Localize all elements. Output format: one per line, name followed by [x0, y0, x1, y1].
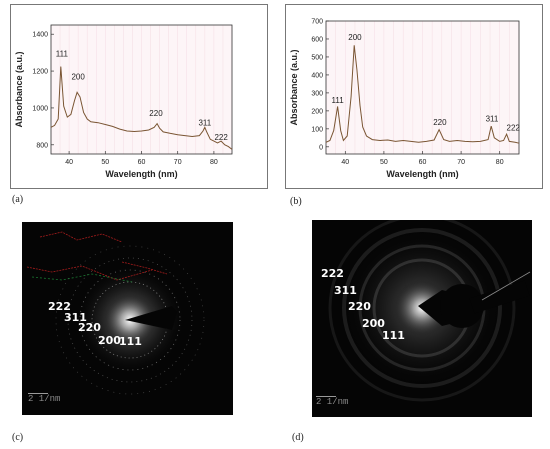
chart-b-frame: 40 50 60 70 80 0 100 200 300 400 500 600 700 111 200 22…: [285, 4, 543, 189]
chart-a-xlabel: Wavelength (nm): [105, 169, 177, 179]
chart-b-series-line: [325, 45, 520, 144]
chart-b-xlabel: Wavelength (nm): [386, 169, 458, 179]
saed-c-label-200: 200: [98, 334, 121, 347]
chart-b-peak-label: 311: [486, 115, 499, 124]
saed-d-label-111: 111: [382, 329, 405, 342]
chart-b-ytick-label: 700: [311, 19, 323, 26]
chart-a-xtick-label: 40: [65, 159, 73, 166]
chart-b-xtick-label: 60: [419, 159, 427, 166]
saed-d-label-200: 200: [362, 317, 385, 330]
panel-letter-b: (b): [290, 196, 302, 207]
saed-pattern-c: 222 311 220 200 111 2 1/nm: [22, 222, 233, 415]
chart-b-ytick-label: 300: [311, 90, 323, 97]
chart-a-peak-label: 311: [198, 118, 211, 127]
chart-a-frame: 40 50 60 70 80 800 1000 1200 1400 111 200 220 311 222…: [10, 4, 268, 189]
chart-a-ytick-label: 1200: [32, 69, 48, 76]
chart-b-ytick-label: 0: [319, 144, 323, 151]
saed-d-label-222: 222: [321, 267, 344, 280]
chart-a-peak-label: 220: [149, 109, 163, 118]
saed-d-graphic: [328, 220, 531, 402]
panel-letter-a: (a): [12, 194, 24, 205]
chart-a-ytick-label: 1400: [32, 32, 48, 39]
chart-a: 40 50 60 70 80 800 1000 1200 1400 111 200 220 311222…: [14, 24, 233, 179]
chart-b-peak-label: 220: [433, 118, 447, 127]
saed-d-label-220: 220: [348, 300, 371, 313]
chart-b-xtick-label: 50: [380, 159, 388, 166]
chart-b-xtick-label: 80: [496, 159, 504, 166]
chart-a-peak-label: 222: [214, 133, 228, 142]
saed-c-label-220: 220: [78, 321, 101, 334]
saed-pattern-d: 222 311 220 200 111 2 1/nm: [312, 220, 532, 417]
chart-a-xtick-label: 60: [138, 159, 146, 166]
chart-b-xtick-label: 70: [457, 159, 465, 166]
chart-a-xtick-label: 50: [101, 159, 109, 166]
chart-b-ytick-label: 200: [311, 108, 323, 115]
chart-b-peak-label: 222: [507, 124, 521, 133]
saed-c-label-111: 111: [119, 335, 142, 348]
chart-a-ylabel: Absorbance (a.u.): [14, 51, 24, 127]
saed-c-label-311: 311: [64, 311, 87, 324]
chart-b-ytick-label: 500: [311, 54, 323, 61]
chart-b-ytick-label: 600: [311, 36, 323, 43]
saed-c-graphic: [26, 231, 205, 395]
chart-a-peak-label: 111: [56, 49, 69, 58]
saed-d-label-311: 311: [334, 284, 357, 297]
chart-a-xtick-label: 70: [174, 159, 182, 166]
panel-letter-d: (d): [292, 432, 304, 443]
chart-b-ytick-label: 100: [311, 126, 323, 133]
chart-a-peak-label: 200: [71, 72, 85, 81]
chart-a-series-line: [50, 66, 233, 150]
chart-b-peak-label: 111: [331, 96, 344, 105]
chart-a-ytick-label: 800: [36, 142, 48, 149]
chart-a-xtick-label: 80: [210, 159, 218, 166]
chart-b-xtick-label: 40: [341, 159, 349, 166]
chart-a-ytick-label: 1000: [32, 105, 48, 112]
chart-b-ylabel: Absorbance (a.u.): [289, 49, 299, 125]
saed-c-label-222: 222: [48, 300, 71, 313]
panel-letter-c: (c): [12, 432, 24, 443]
chart-b: 40 50 60 70 80 0 100 200 300 400 500 600 700 111 200 22…: [289, 19, 521, 180]
chart-b-ytick-label: 400: [311, 72, 323, 79]
chart-b-peak-label: 200: [348, 33, 362, 42]
